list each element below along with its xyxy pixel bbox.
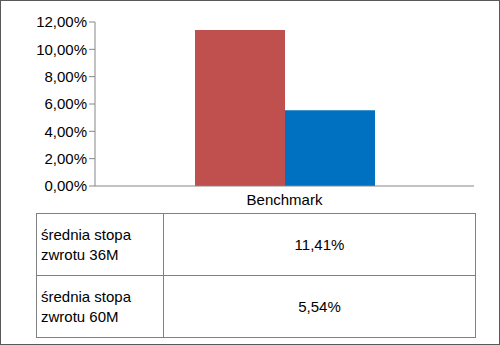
svg-text:Benchmark: Benchmark (247, 191, 323, 208)
html-text:średnia stopa zwrotu 60M: średnia stopa zwrotu 60M (41, 287, 132, 325)
svg-text:6,00%: 6,00% (44, 95, 87, 112)
svg-text:0,00%: 0,00% (44, 177, 87, 194)
html-text:11,41%: 11,41% (294, 236, 345, 253)
svg-text:8,00%: 8,00% (44, 68, 87, 85)
html-text:5,54%: 5,54% (298, 298, 341, 315)
svg-text:4,00%: 4,00% (44, 123, 87, 140)
svg-text:10,00%: 10,00% (36, 41, 87, 58)
html-text:średnia stopa zwrotu 36M: średnia stopa zwrotu 36M (41, 225, 132, 263)
svg-text:2,00%: 2,00% (44, 150, 87, 167)
svg-text:12,00%: 12,00% (36, 13, 87, 30)
